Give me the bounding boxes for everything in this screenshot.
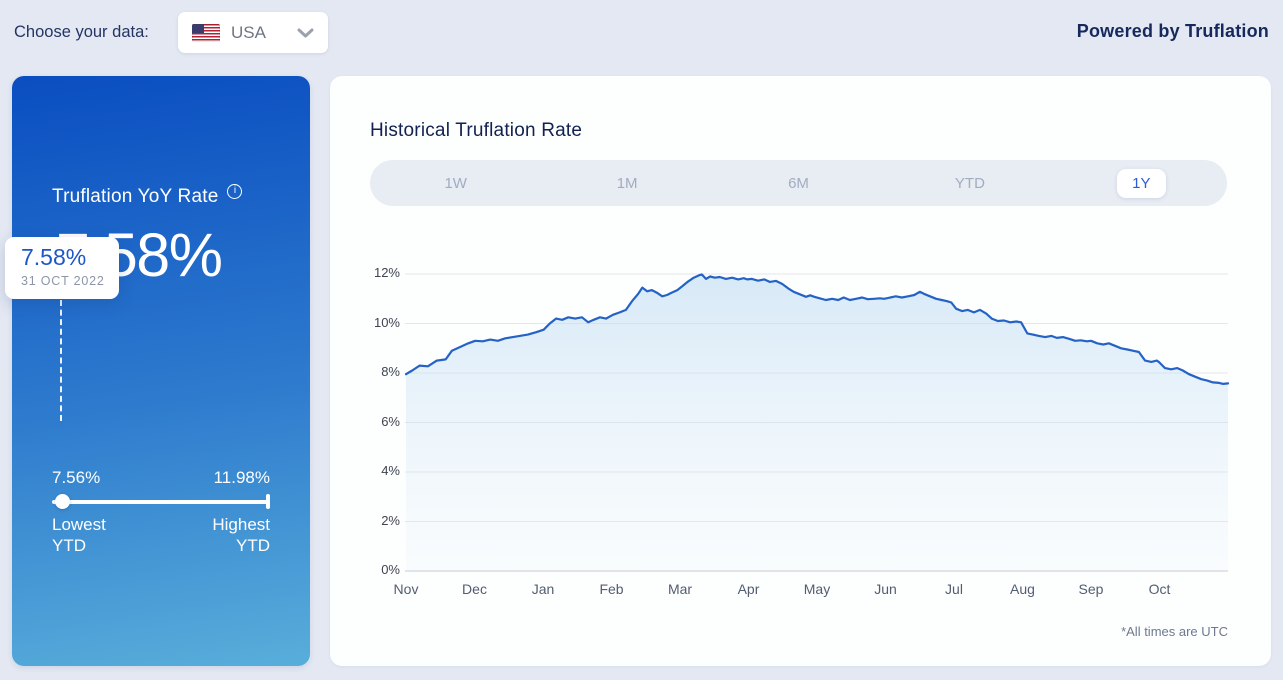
historical-rate-card: Historical Truflation Rate 1W 1M 6M YTD 1Y 1… (330, 76, 1271, 666)
x-axis-label: Mar (667, 581, 693, 597)
ytd-range-track[interactable] (52, 500, 270, 504)
tab-1m[interactable]: 1M (541, 160, 712, 206)
chart-title: Historical Truflation Rate (370, 120, 583, 141)
x-axis-label: Apr (737, 581, 760, 597)
chevron-down-icon (297, 28, 314, 37)
utc-footnote: *All times are UTC (1121, 624, 1228, 639)
x-axis-label: Aug (1010, 581, 1035, 597)
tab-label: YTD (954, 174, 985, 192)
chart-line (404, 273, 1230, 385)
lowest-ytd-label: Lowest YTD (52, 515, 106, 555)
x-axis-label: Jul (945, 581, 963, 597)
y-axis-label: 10% (373, 314, 400, 330)
country-dropdown[interactable]: USA (178, 12, 328, 53)
ytd-range-end-tick (266, 494, 270, 509)
y-axis-label: 8% (381, 364, 400, 379)
x-axis-label: Jan (531, 581, 555, 597)
usa-flag-canton (192, 23, 204, 33)
x-axis-label: Feb (599, 581, 624, 597)
tab-1w[interactable]: 1W (370, 160, 541, 206)
x-axis-label: Sep (1078, 581, 1104, 597)
country-dropdown-value: USA (231, 22, 266, 42)
tab-label: 1M (616, 174, 638, 192)
yoy-rate-title: Truflation YoY Rate (52, 186, 219, 207)
tooltip-date: 31 OCT 2022 (21, 274, 105, 288)
tab-6m[interactable]: 6M (713, 160, 884, 206)
x-axis-label: Dec (462, 581, 487, 597)
powered-by-truflation: Powered by Truflation (1076, 21, 1269, 41)
tab-1y[interactable]: 1Y (1056, 160, 1227, 206)
chart-area-fill (406, 274, 1228, 571)
highest-ytd-value: 11.98% (213, 468, 270, 487)
rate-tooltip: 7.58% 31 OCT 2022 (5, 237, 119, 299)
tab-label: 1W (444, 174, 467, 192)
x-axis-label: Jun (874, 581, 897, 597)
tab-label: 1Y (1117, 168, 1166, 198)
lowest-ytd-value: 7.56% (52, 468, 101, 487)
tab-ytd[interactable]: YTD (884, 160, 1055, 206)
info-icon[interactable]: i (227, 184, 243, 199)
x-axis-label: Nov (393, 581, 419, 597)
historical-rate-chart[interactable] (403, 250, 1230, 580)
tooltip-value: 7.58% (21, 244, 87, 270)
y-axis-label: 4% (381, 463, 400, 478)
tooltip-pointer-line (60, 300, 62, 421)
yoy-rate-card: Truflation YoY Rate i 7.58% 7.56% 11.98%… (12, 76, 310, 666)
range-tabs: 1W 1M 6M YTD 1Y (370, 160, 1227, 206)
y-axis-label: 6% (381, 413, 400, 429)
y-axis-label: 12% (373, 265, 400, 280)
tab-label: 6M (788, 174, 809, 192)
x-axis-label: Oct (1148, 581, 1171, 597)
usa-flag-icon (192, 23, 220, 42)
y-axis-label: 2% (381, 512, 400, 528)
choose-data-label: Choose your data: (14, 23, 149, 41)
x-axis-label: May (803, 581, 831, 597)
y-axis-label: 0% (381, 562, 400, 577)
highest-ytd-label: Highest YTD (212, 515, 270, 555)
ytd-range-knob[interactable] (55, 494, 70, 509)
